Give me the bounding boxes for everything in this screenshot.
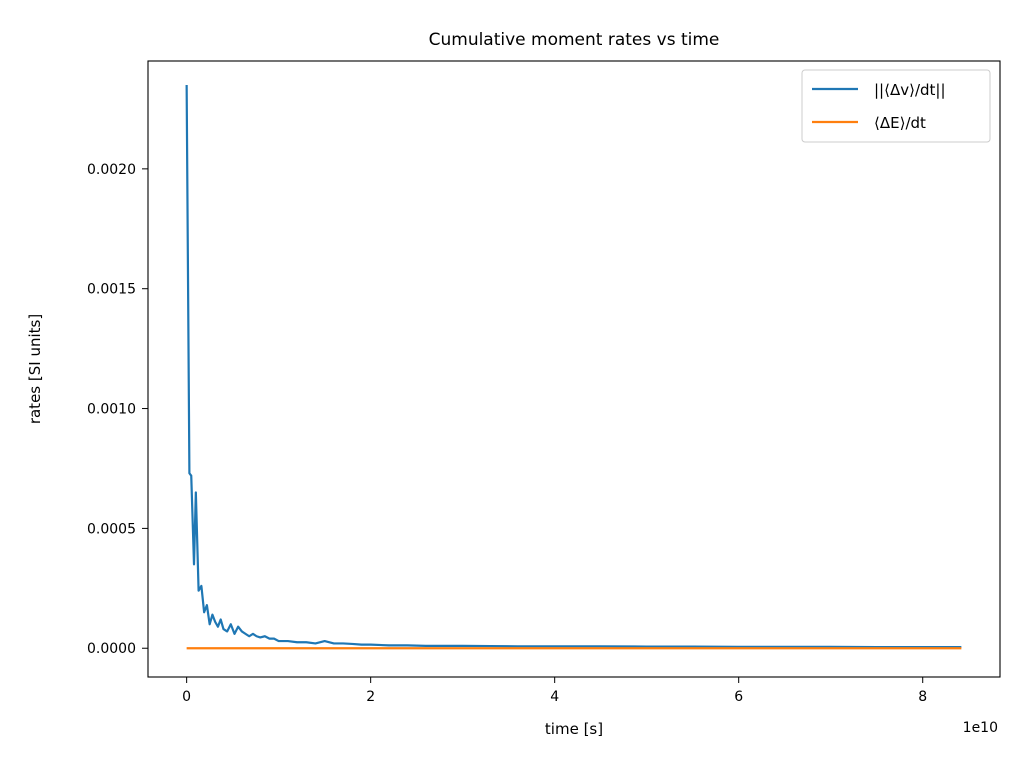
x-tick-label-3: 6	[734, 689, 743, 705]
x-tick-label-1: 2	[366, 689, 375, 705]
y-tick-label-0: 0.0000	[87, 641, 136, 657]
y-tick-label-2: 0.0010	[87, 402, 136, 418]
legend-label-1: ⟨ΔE⟩/dt	[874, 114, 926, 132]
legend: ||⟨Δv⟩/dt|| ⟨ΔE⟩/dt	[801, 69, 991, 143]
y-tick-label-1: 0.0005	[87, 521, 136, 537]
legend-label-0: ||⟨Δv⟩/dt||	[874, 81, 946, 99]
x-tick-label-4: 8	[918, 689, 927, 705]
plot-frame	[147, 60, 1001, 678]
x-tick-label-0: 0	[182, 689, 191, 705]
x-axis-offset-label: 1e10	[963, 720, 998, 736]
chart-title: Cumulative moment rates vs time	[429, 30, 720, 50]
series-layer	[185, 84, 962, 650]
y-axis: 0.0000 0.0005 0.0010 0.0015 0.0020	[87, 162, 148, 657]
series-line-0	[185, 84, 962, 649]
y-axis-label: rates [SI units]	[26, 314, 44, 424]
x-tick-label-2: 4	[550, 689, 559, 705]
y-tick-label-4: 0.0020	[87, 162, 136, 178]
x-axis: 0 2 4 6 8	[182, 677, 927, 705]
x-axis-label: time [s]	[545, 720, 603, 738]
y-tick-label-3: 0.0015	[87, 282, 136, 298]
